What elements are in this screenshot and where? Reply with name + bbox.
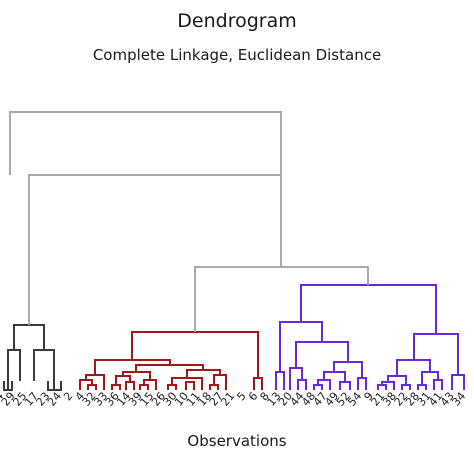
dendrogram-link [209,384,219,390]
dendrogram-link [185,381,195,390]
x-tick-label: 54 [345,390,364,409]
dendrogram-link [275,371,285,390]
x-axis-label: Observations [187,432,287,450]
dendrogram-link [139,384,149,390]
dendrogram-link [87,384,97,390]
dendrogram-link [111,384,121,390]
dendrogram-link [396,359,431,376]
dendrogram-link [33,349,55,390]
dendrogram-link [295,341,349,368]
dendrogram-link [417,384,427,390]
dendrogram-link [451,374,465,390]
dendrogram-link [9,111,282,267]
dendrogram-link [339,381,351,390]
x-tick-label: 21 [218,390,237,409]
dendrogram-link [357,377,367,390]
chart-subtitle: Complete Linkage, Euclidean Distance [92,46,382,64]
dendrogram-link [279,321,323,372]
x-tick-label: 24 [45,390,64,409]
dendrogram-link [377,384,387,390]
dendrogram-link [333,361,363,378]
dendrogram-link [213,374,227,390]
dendrogram-link [313,384,323,390]
dendrogram-link [115,375,131,385]
dendrogram-link [297,379,307,390]
x-tick-label: 34 [449,390,468,409]
dendrogram-link [13,324,45,350]
dendrogram-link [421,371,439,385]
dendrogram-link [433,379,443,390]
dendrogram-link [387,375,407,385]
chart-title: Dendrogram [177,10,297,32]
x-tick-label: 4 [0,390,6,404]
dendrogram-link [413,333,459,375]
dendrogram-link [7,349,21,390]
dendrogram-link [253,377,263,390]
dendrogram-link [401,384,411,390]
dendrogram-link [28,174,282,325]
dendrogram-link [125,381,135,390]
